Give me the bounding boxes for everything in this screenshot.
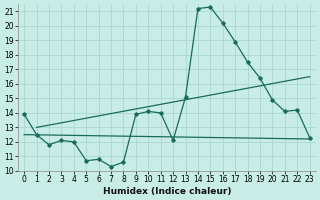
X-axis label: Humidex (Indice chaleur): Humidex (Indice chaleur) — [103, 187, 231, 196]
